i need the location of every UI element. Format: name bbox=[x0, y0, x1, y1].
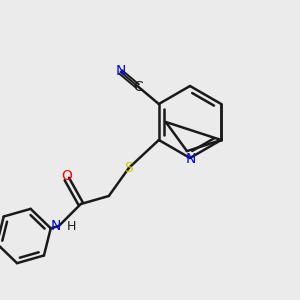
Text: N: N bbox=[115, 64, 126, 78]
Text: S: S bbox=[124, 161, 133, 175]
Text: C: C bbox=[134, 80, 143, 94]
Text: O: O bbox=[61, 169, 72, 183]
Text: H: H bbox=[67, 220, 76, 233]
Text: N: N bbox=[186, 152, 196, 166]
Text: N: N bbox=[50, 219, 61, 233]
